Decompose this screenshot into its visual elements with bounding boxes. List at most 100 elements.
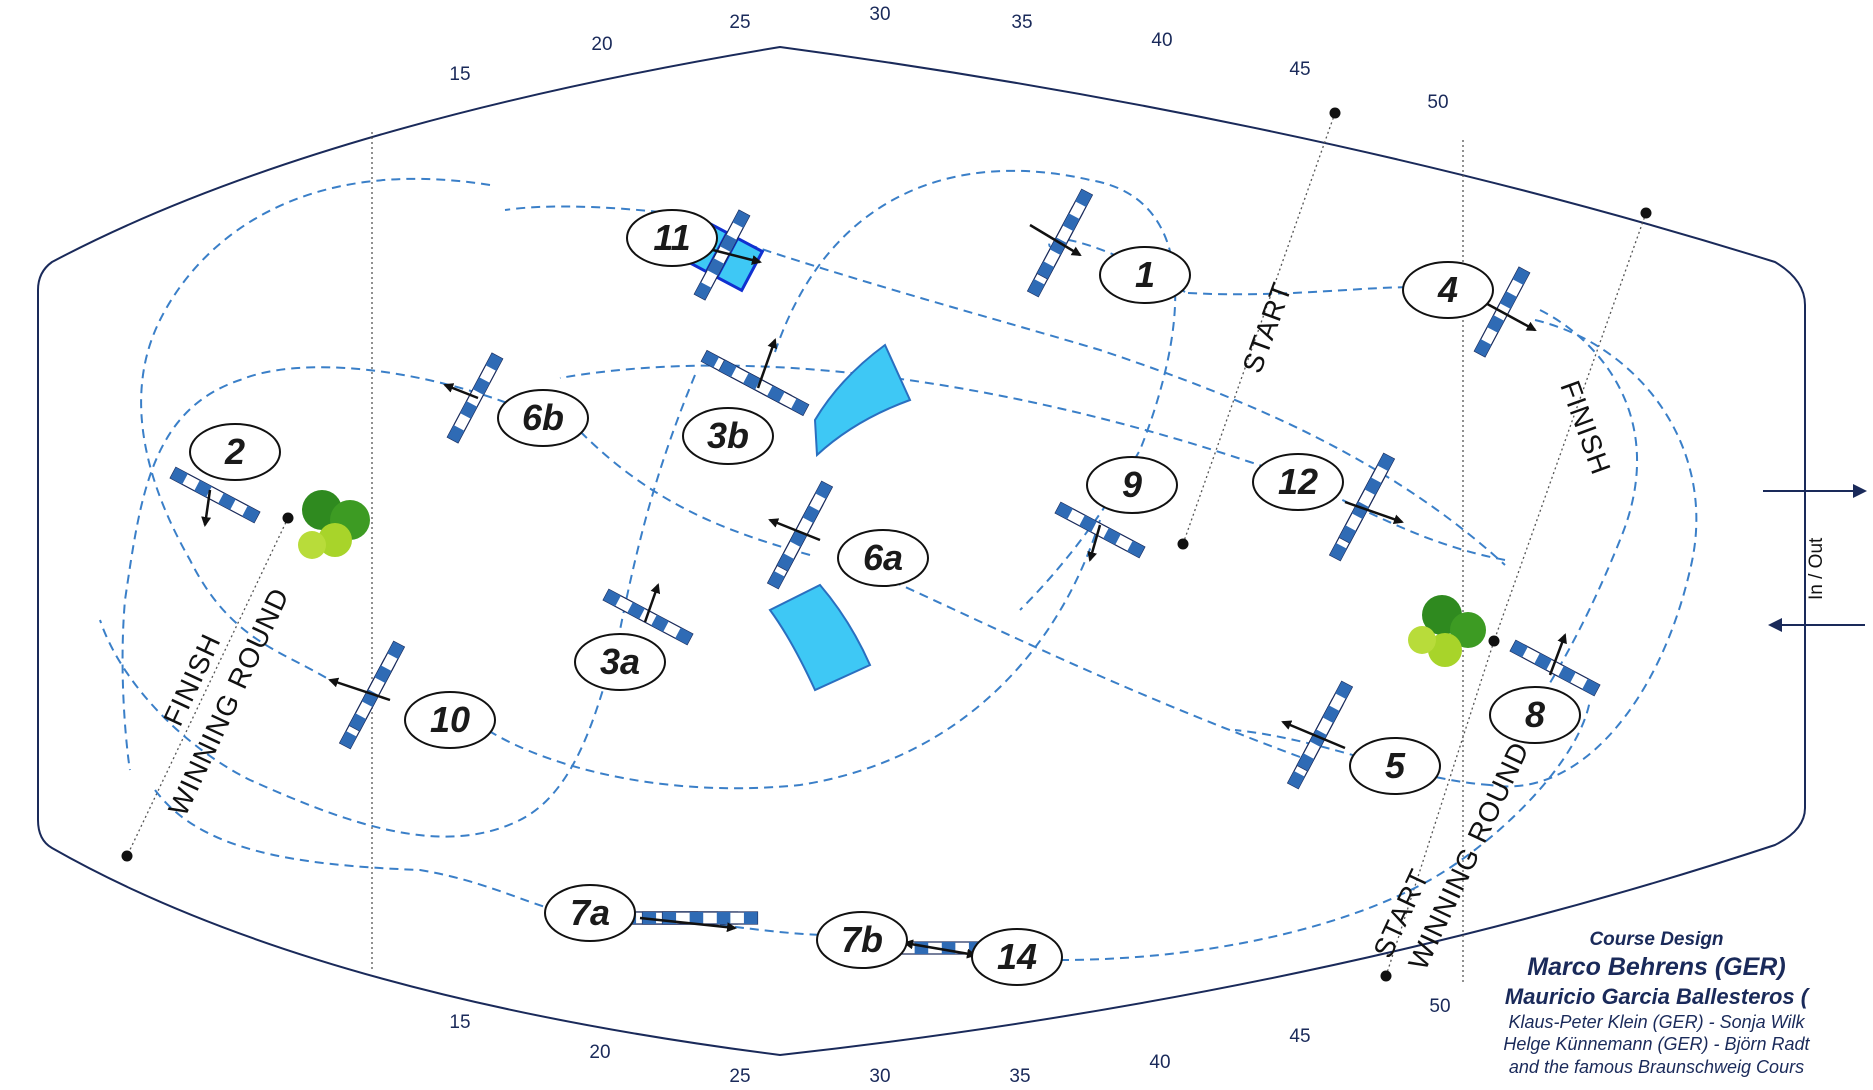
obstacle-number: 12 [1278,461,1318,502]
obstacle-number-oval [1349,737,1441,795]
obstacle-number-oval [1252,453,1344,511]
obstacle-number: 14 [997,936,1037,977]
scale-bottom-mark: 35 [1009,1066,1030,1087]
obstacle-12: 12 [1252,452,1404,562]
scale-top-mark: 25 [729,12,750,33]
direction-arrow [639,916,737,933]
tree-icon [298,490,1486,667]
obstacle-number: 11 [653,217,690,258]
obstacle-number-oval [626,209,718,267]
obstacle-3a: 3a [574,583,694,691]
course-design-credits: Course Design Marco Behrens (GER) Mauric… [1440,928,1873,1078]
obstacle-number-oval [544,884,636,942]
obstacle-number-oval [497,389,589,447]
direction-arrow [768,518,821,542]
obstacle-rails [169,466,261,524]
credits-designer-1: Marco Behrens (GER) [1527,952,1786,981]
obstacle-rails [1054,501,1146,559]
obstacle-5: 5 [1281,680,1441,795]
obstacle-number-oval [574,633,666,691]
scale-top-mark: 50 [1427,92,1448,113]
obstacle-rails [338,640,406,750]
direction-arrow [1029,223,1082,257]
scale-top-mark: 15 [449,64,470,85]
obstacle-number-oval [1086,456,1178,514]
direction-arrow [756,338,778,389]
obstacle-number: 6a [863,537,903,578]
obstacle-10: 10 [328,640,496,750]
start-label: START [1237,278,1298,377]
obstacle-number-oval [1402,261,1494,319]
scale-bottom-mark: 50 [1429,996,1450,1017]
obstacle-number-oval [189,423,281,481]
scale-bottom-mark: 45 [1289,1026,1310,1047]
obstacle-6a: 6a [766,480,929,590]
obstacle-rails [1026,188,1094,298]
obstacle-number-oval [816,911,908,969]
scale-top: 15 20 25 30 35 40 45 50 [449,4,1448,113]
direction-arrow [1479,298,1537,332]
scale-top-mark: 35 [1011,12,1032,33]
direction-arrow [704,246,762,265]
obstacle-rails [1286,680,1354,790]
obstacle-number: 1 [1135,254,1155,295]
obstacle-number-oval [404,691,496,749]
obstacle-number: 7a [570,892,610,933]
scale-top-mark: 20 [591,34,612,55]
obstacle-11: 11 [626,209,765,301]
direction-arrow [643,583,661,623]
obstacle-number: 6b [522,397,564,438]
obstacle-number: 2 [224,431,245,472]
scale-bottom-mark: 20 [589,1042,610,1063]
direction-arrow [201,489,212,527]
obstacle-number-oval [971,928,1063,986]
obstacle-9: 9 [1054,456,1178,562]
arena-boundary [37,45,1806,1057]
scale-bottom: 15 20 25 30 35 40 45 50 [449,996,1450,1087]
obstacle-number: 7b [841,919,883,960]
direction-arrow [1548,633,1567,676]
scale-top-mark: 45 [1289,59,1310,80]
obstacle-number-oval [837,529,929,587]
obstacle-number-oval [1489,686,1581,744]
obstacle-number: 3b [707,415,749,456]
obstacle-number-oval [1099,246,1191,304]
obstacle-rails [700,349,810,417]
direction-arrow [328,677,391,702]
direction-arrow [443,383,479,400]
obstacle-14: 14 [971,928,1063,986]
direction-arrow [1344,500,1404,525]
credits-assistants-3: and the famous Braunschweig Cours [1508,1056,1805,1077]
scale-bottom-mark: 40 [1149,1052,1170,1073]
obstacle-number: 8 [1525,694,1545,735]
finish-label: FINISH [1554,376,1617,478]
obstacle-2: 2 [169,423,281,527]
obstacle-4: 4 [1402,261,1537,358]
obstacle-rails [766,480,834,590]
obstacle-6b: 6b [443,352,589,447]
obstacle-3b: 3b [682,338,810,465]
water-jump [768,343,912,692]
obstacle-number: 10 [430,699,470,740]
scale-top-mark: 30 [869,4,890,25]
credits-heading: Course Design [1589,929,1724,950]
obstacle-7a: 7a [544,884,759,942]
scale-bottom-mark: 15 [449,1012,470,1033]
scale-bottom-mark: 30 [869,1066,890,1087]
obstacle-7b: 7b [816,911,984,969]
scale-bottom-mark: 25 [729,1066,750,1087]
direction-arrow [903,939,977,959]
obstacle-rails [1509,639,1601,697]
obstacle-number: 5 [1385,745,1406,786]
obstacle-rails [1328,452,1396,562]
obstacle-number: 4 [1437,269,1458,310]
obstacle-number: 9 [1122,464,1142,505]
in-out-label: In / Out [1806,537,1827,600]
direction-arrow [1087,524,1102,562]
obstacle-number: 3a [600,641,640,682]
obstacle-1: 1 [1026,188,1191,304]
obstacle-number-oval [682,407,774,465]
scale-top-mark: 40 [1151,30,1172,51]
